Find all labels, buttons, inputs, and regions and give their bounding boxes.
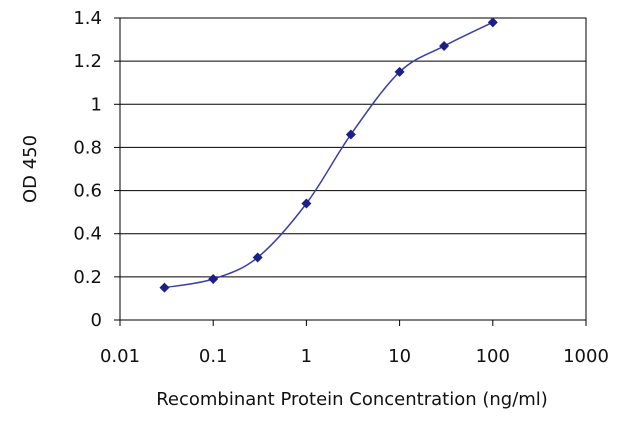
x-axis-ticks: 0.01 0.1 1 10 100 1000 bbox=[100, 320, 609, 367]
fitted-curve bbox=[164, 21, 494, 289]
data-point-5 bbox=[394, 66, 405, 77]
y-tick-label-0: 0 bbox=[91, 310, 102, 331]
y-axis-ticks: 0 0.2 0.4 0.6 0.8 1 1.2 1.4 bbox=[73, 8, 120, 331]
gridlines bbox=[120, 60, 586, 278]
x-tick-label-3: 10 bbox=[388, 346, 411, 367]
y-tick-label-3: 0.6 bbox=[73, 181, 102, 202]
data-point-2 bbox=[252, 252, 263, 263]
data-point-7 bbox=[487, 17, 498, 28]
x-axis-title: Recombinant Protein Concentration (ng/ml… bbox=[156, 389, 548, 410]
x-tick-label-4: 100 bbox=[476, 346, 510, 367]
y-tick-label-6: 1.2 bbox=[73, 51, 102, 72]
y-tick-label-4: 0.8 bbox=[73, 137, 102, 158]
x-tick-label-5: 1000 bbox=[563, 346, 609, 367]
data-points bbox=[159, 17, 498, 293]
x-tick-label-0: 0.01 bbox=[100, 346, 140, 367]
y-axis-title: OD 450 bbox=[20, 135, 41, 203]
data-point-6 bbox=[439, 41, 450, 52]
data-point-0 bbox=[159, 282, 170, 293]
x-tick-label-2: 1 bbox=[301, 346, 312, 367]
y-tick-label-1: 0.2 bbox=[73, 267, 102, 288]
data-point-4 bbox=[345, 129, 356, 140]
plot-area bbox=[119, 17, 587, 321]
y-tick-label-7: 1.4 bbox=[73, 8, 102, 29]
x-tick-label-1: 0.1 bbox=[199, 346, 228, 367]
data-point-3 bbox=[301, 198, 312, 209]
y-tick-label-5: 1 bbox=[91, 94, 102, 115]
data-point-1 bbox=[208, 274, 219, 285]
y-tick-label-2: 0.4 bbox=[73, 224, 102, 245]
